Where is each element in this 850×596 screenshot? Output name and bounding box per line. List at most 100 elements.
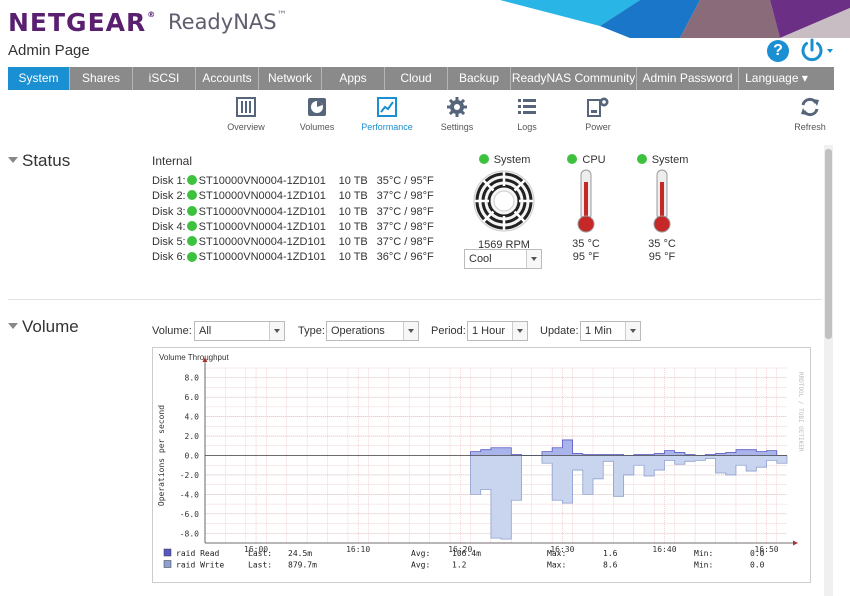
type-select[interactable]: Operations	[326, 321, 419, 341]
update-select[interactable]: 1 Min	[580, 321, 641, 341]
x-tick-label: 16:50	[755, 545, 779, 554]
legend-last-value: 879.7m	[288, 561, 317, 570]
cpu-label: CPU	[582, 154, 606, 166]
disk-status-dot	[186, 205, 197, 216]
scrollbar-thumb[interactable]	[825, 149, 832, 339]
system-temp-monitor: System 35 °C 95 °F	[632, 154, 692, 263]
disk-status-dot	[186, 190, 197, 201]
tab-backup[interactable]: Backup	[448, 67, 511, 90]
legend-last-label: Last:	[248, 561, 272, 570]
cpu-header: CPU	[561, 154, 611, 166]
update-filter-label: Update:	[540, 325, 579, 337]
disk-model: ST10000VN0004-1ZD101	[198, 190, 326, 203]
refresh-button[interactable]: Refresh	[775, 96, 845, 132]
disk-size: 10 TB	[338, 251, 368, 264]
tab-accounts[interactable]: Accounts	[196, 67, 259, 90]
period-filter-label: Period:	[431, 325, 466, 337]
product-trademark: ™	[276, 10, 287, 21]
series-line-write	[470, 455, 788, 540]
subnav-performance[interactable]: Performance	[352, 96, 422, 132]
x-axis-arrow	[793, 540, 798, 546]
settings-icon	[447, 97, 467, 117]
vertical-scrollbar[interactable]	[824, 145, 833, 596]
collapse-triangle-icon	[8, 322, 18, 329]
subnav-overview[interactable]: Overview	[211, 96, 281, 132]
product-text: ReadyNAS	[168, 10, 277, 34]
volume-section-toggle[interactable]: Volume	[8, 317, 79, 337]
disk-temp: 35°C / 95°F	[376, 175, 434, 187]
disk-temp: 37°C / 98°F	[376, 220, 434, 233]
disk-size: 10 TB	[338, 220, 368, 233]
volume-throughput-chart: Volume Throughput 8.0 6.0 4.0 2.0 0.0 -2.0 -4.…	[152, 347, 811, 583]
disk-row: Disk 6: ST10000VN0004-1ZD101 10 TB 36°C / 9…	[152, 250, 434, 265]
tab-cloud[interactable]: Cloud	[385, 67, 448, 90]
subnav-power[interactable]: Power	[563, 96, 633, 132]
product-name: ReadyNAS™	[168, 10, 287, 34]
tab-iscsi[interactable]: iSCSI	[133, 67, 196, 90]
disk-size: 10 TB	[338, 236, 368, 249]
subnav-label: Power	[585, 122, 611, 132]
legend-max-label: Max:	[547, 561, 566, 570]
legend-max-value: 8.6	[603, 561, 618, 570]
performance-icon	[377, 97, 397, 117]
tab-admin-password[interactable]: Admin Password	[637, 67, 739, 90]
volume-filter-label: Volume:	[152, 325, 192, 337]
period-select[interactable]: 1 Hour	[467, 321, 528, 341]
subnav-volumes[interactable]: Volumes	[282, 96, 352, 132]
disk-list: Internal Disk 1: ST10000VN0004-1ZD101 10 T…	[152, 154, 434, 266]
y-tick-label: 0.0	[185, 452, 200, 461]
fan-icon	[473, 170, 535, 232]
legend-last-value: 24.5m	[288, 549, 312, 558]
tab-shares[interactable]: Shares	[70, 67, 133, 90]
power-icon[interactable]	[800, 38, 834, 64]
cpu-temp-f: 95 °F	[572, 251, 600, 263]
disk-status-dot	[186, 175, 197, 186]
fan-header: System	[464, 154, 544, 166]
help-icon[interactable]: ?	[767, 40, 789, 62]
fan-mode-select[interactable]: Cool	[464, 249, 542, 269]
subnav-label: Settings	[440, 122, 474, 132]
chevron-down-icon	[269, 322, 284, 340]
chevron-down-icon	[625, 322, 640, 340]
volume-select[interactable]: All	[194, 321, 285, 341]
tab-readynas-community[interactable]: ReadyNAS Community	[511, 67, 637, 90]
y-tick-label: 8.0	[185, 374, 200, 383]
tab-network[interactable]: Network	[259, 67, 322, 90]
disk-label: Disk 6:	[152, 251, 186, 264]
refresh-icon	[801, 97, 819, 117]
x-tick-label: 16:30	[550, 545, 574, 554]
y-tick-label: -8.0	[180, 529, 199, 538]
tab-language[interactable]: Language ▾	[739, 67, 814, 90]
disk-label: Disk 4:	[152, 220, 186, 233]
disk-temp: 36°C / 96°F	[376, 251, 434, 264]
disk-model: ST10000VN0004-1ZD101	[198, 205, 326, 218]
subnav-settings[interactable]: Settings	[422, 96, 492, 132]
legend-swatch	[163, 560, 172, 568]
y-axis-arrow	[202, 357, 208, 362]
series-line-read	[470, 439, 787, 456]
legend-name: raid Write	[176, 561, 224, 570]
sub-nav: Overview Volumes Performance Settings Lo…	[0, 96, 850, 140]
page-subtitle: Admin Page	[8, 42, 90, 59]
tab-system[interactable]: System	[8, 67, 70, 90]
status-section-toggle[interactable]: Status	[8, 151, 70, 171]
subnav-logs[interactable]: Logs	[492, 96, 562, 132]
subnav-label: Performance	[361, 122, 413, 132]
disk-label: Disk 5:	[152, 236, 186, 249]
subnav-label: Logs	[517, 122, 537, 132]
y-tick-label: 6.0	[185, 393, 200, 402]
system-temp-status-dot	[636, 154, 647, 165]
tab-apps[interactable]: Apps	[322, 67, 385, 90]
y-tick-label: -4.0	[180, 490, 199, 499]
legend-min-value: 0.0	[750, 561, 765, 570]
cpu-monitor: CPU 35 °C 95 °F	[561, 154, 611, 263]
section-divider	[8, 299, 822, 300]
subnav-label: Volumes	[299, 122, 335, 132]
legend-max-value: 1.6	[603, 549, 618, 558]
chevron-down-icon	[512, 322, 527, 340]
logo-text: NETGEAR	[8, 8, 147, 37]
fan-status-dot	[478, 154, 489, 165]
disk-status-dot	[186, 236, 197, 247]
volumes-icon	[308, 98, 326, 116]
status-title: Status	[22, 151, 71, 170]
